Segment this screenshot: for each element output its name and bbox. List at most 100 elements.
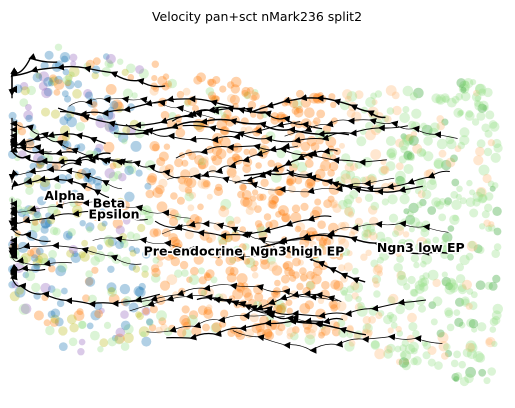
cell-point [484, 129, 493, 138]
cell-point [65, 232, 73, 239]
cell-point [107, 287, 115, 295]
cell-point [487, 139, 495, 147]
cell-point [286, 327, 297, 338]
cell-point [380, 165, 390, 175]
cell-point [452, 214, 459, 222]
cell-point [457, 285, 468, 295]
cell-point [451, 95, 460, 104]
cell-point [184, 186, 193, 194]
cell-point [104, 168, 115, 179]
cell-point [458, 109, 465, 116]
cell-point [370, 149, 382, 160]
cell-point [144, 182, 152, 190]
cell-point [489, 121, 500, 132]
cell-point [201, 156, 209, 164]
cell-point [67, 105, 76, 114]
cell-point [94, 182, 102, 190]
cell-point [329, 119, 336, 127]
cell-point [103, 321, 112, 329]
cell-point [146, 319, 154, 327]
cell-point [256, 193, 264, 202]
velocity-streamline [59, 95, 234, 118]
cell-point [470, 79, 477, 86]
cell-point [482, 173, 492, 184]
cell-point [135, 169, 143, 177]
cell-point [337, 319, 346, 328]
cell-point [69, 53, 78, 62]
cell-point [230, 84, 240, 94]
cell-point [369, 228, 376, 236]
cell-point [422, 272, 430, 280]
cell-point [226, 272, 237, 283]
cell-point [390, 322, 398, 329]
velocity-streamline [154, 215, 332, 240]
cell-point [338, 264, 346, 272]
cell-point [339, 142, 345, 149]
cell-point [85, 91, 93, 100]
cell-point [47, 204, 59, 215]
velocity-streamline [167, 172, 395, 195]
cell-point [461, 279, 472, 290]
cell-point [411, 108, 422, 119]
cell-point [227, 329, 236, 337]
cell-point [420, 277, 430, 287]
cell-point [326, 150, 334, 158]
cell-point [96, 244, 103, 251]
cell-point [457, 141, 465, 150]
cell-point [423, 151, 434, 162]
cell-point [368, 205, 378, 215]
cell-point [447, 279, 458, 291]
cell-point [160, 323, 168, 332]
cell-point [312, 206, 323, 217]
cell-point [205, 87, 215, 96]
cell-point [120, 320, 131, 331]
cell-point [43, 77, 53, 87]
cell-point [465, 342, 475, 353]
cell-point [177, 328, 187, 338]
cell-point [304, 334, 316, 346]
cell-point [355, 296, 362, 303]
cell-point [410, 121, 421, 132]
cell-point [391, 91, 400, 100]
cell-point [54, 317, 64, 327]
cell-point [286, 307, 294, 315]
cell-point [151, 75, 158, 82]
cell-point [492, 274, 501, 283]
cell-point [456, 78, 467, 88]
cell-point [459, 254, 470, 266]
cell-point [476, 246, 485, 254]
cell-point [56, 299, 65, 308]
cell-point [444, 283, 456, 295]
cell-point [396, 270, 406, 281]
cell-point [300, 118, 312, 129]
cell-point [361, 230, 369, 237]
cell-point [58, 326, 68, 336]
cell-point [245, 206, 254, 215]
cell-point [50, 308, 61, 318]
cell-point [48, 249, 57, 259]
cell-point [436, 138, 448, 150]
cell-point [250, 264, 258, 272]
cell-point [133, 247, 140, 254]
cell-point [207, 78, 215, 86]
cell-point [78, 320, 87, 329]
cell-point [20, 303, 32, 315]
cell-point [397, 271, 406, 280]
cell-point [46, 155, 54, 162]
cell-point [395, 138, 405, 148]
cell-point [488, 120, 498, 129]
cell-point [465, 302, 473, 310]
cell-point [410, 254, 420, 263]
cell-point [61, 90, 69, 98]
velocity-streamline [10, 236, 72, 267]
cell-point [156, 310, 167, 322]
cell-point [446, 139, 457, 150]
cell-point [330, 201, 338, 208]
cell-point [444, 197, 452, 206]
cell-point [449, 214, 460, 225]
cell-point [12, 170, 19, 177]
cell-point [292, 257, 301, 267]
cell-point [473, 155, 484, 166]
cell-point [430, 318, 438, 326]
cell-point [416, 201, 423, 209]
